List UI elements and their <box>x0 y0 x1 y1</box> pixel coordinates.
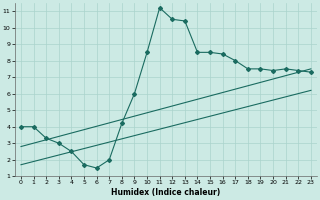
X-axis label: Humidex (Indice chaleur): Humidex (Indice chaleur) <box>111 188 220 197</box>
